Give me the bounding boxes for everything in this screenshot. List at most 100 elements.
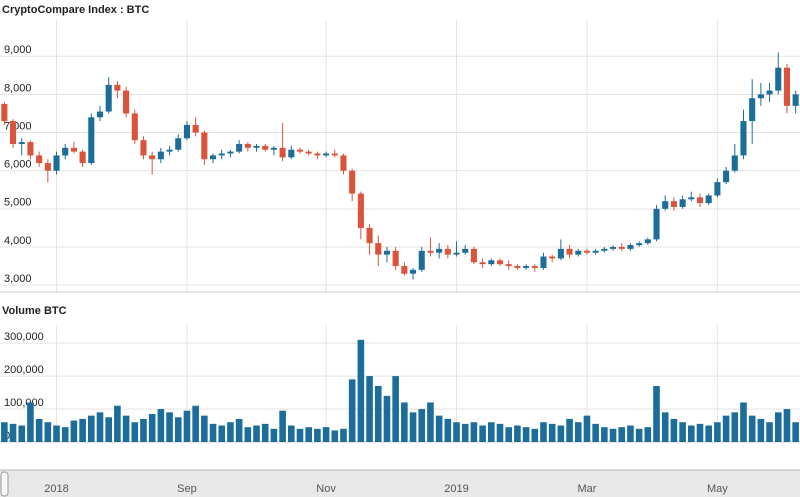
volume-bar <box>114 405 121 442</box>
candle-body <box>488 260 495 265</box>
volume-bar <box>722 415 730 442</box>
volume-bar <box>322 427 330 442</box>
candle-body <box>514 266 521 268</box>
candle-body <box>653 208 660 240</box>
volume-bar <box>96 412 104 442</box>
volume-bar <box>540 422 547 442</box>
candle-body <box>62 147 69 156</box>
candle-body <box>462 248 469 253</box>
volume-bar <box>61 427 69 442</box>
candle-body <box>349 170 356 194</box>
volume-bar <box>653 385 660 442</box>
candle-body <box>166 149 173 152</box>
volume-bar <box>705 425 712 442</box>
volume-bar <box>9 423 17 442</box>
candle-body <box>696 197 704 204</box>
volume-bar <box>444 418 452 442</box>
candle-body <box>96 111 104 118</box>
volume-bar <box>201 415 208 442</box>
candle-body <box>679 199 686 207</box>
candle-body <box>775 67 782 91</box>
volume-bar <box>392 376 399 442</box>
candle-body <box>366 227 373 244</box>
candle-body <box>131 113 138 141</box>
candle-body <box>192 124 199 133</box>
candle-body <box>201 132 208 160</box>
candle-body <box>88 117 95 164</box>
candle-body <box>383 250 390 255</box>
candle-body <box>79 151 86 164</box>
candle-body <box>583 250 590 253</box>
candle-body <box>123 90 130 114</box>
y-tick-label: 5,000 <box>4 197 32 209</box>
candle-body <box>157 151 164 160</box>
candle-body <box>70 147 77 152</box>
candle-body <box>531 266 538 268</box>
candle-body <box>18 142 25 144</box>
candle-body <box>636 243 643 246</box>
y-tick-label: 4,000 <box>4 235 32 247</box>
candle-body <box>10 121 17 144</box>
candle-body <box>105 84 112 112</box>
candle-body <box>410 269 417 274</box>
candle-body <box>731 155 738 171</box>
volume-bar <box>296 428 304 442</box>
y-tick-label: 100,000 <box>4 397 44 409</box>
x-tick-label: Mar <box>577 483 596 495</box>
volume-bar <box>1 422 8 442</box>
volume-bar <box>566 418 573 442</box>
candle-body <box>610 246 617 249</box>
candle-body <box>740 121 747 156</box>
candle-body <box>279 147 286 158</box>
candle-body <box>618 246 625 249</box>
volume-bar <box>574 422 582 442</box>
volume-bar <box>531 428 539 442</box>
volume-title: Volume BTC <box>2 305 67 317</box>
candle-body <box>557 248 564 259</box>
volume-bar <box>618 427 626 442</box>
x-tick-label: Sep <box>177 483 197 495</box>
volume-bar <box>88 415 95 442</box>
candle-body <box>244 143 251 148</box>
candle-body <box>766 90 773 95</box>
volume-bar <box>348 379 356 442</box>
volume-bar <box>340 428 347 442</box>
volume-bar <box>279 410 286 442</box>
navigator-handle[interactable] <box>0 471 9 497</box>
volume-bar <box>714 422 721 442</box>
volume-bar <box>122 415 130 442</box>
y-tick-label: 9,000 <box>4 44 32 56</box>
candle-body <box>523 266 530 268</box>
volume-bar <box>514 425 521 442</box>
volume-bar <box>44 422 52 442</box>
y-tick-label: 300,000 <box>4 331 44 343</box>
candle-body <box>305 151 312 154</box>
volume-bar <box>609 428 617 442</box>
volume-bar <box>131 422 139 442</box>
candle-body <box>288 149 295 158</box>
candle-body <box>427 250 434 253</box>
candle-body <box>262 145 269 150</box>
volume-bar <box>140 418 147 442</box>
candle-body <box>723 170 730 183</box>
volume-bar <box>766 422 773 442</box>
volume-bar <box>688 425 695 442</box>
volume-bar <box>783 409 791 442</box>
volume-bar <box>409 412 417 442</box>
candle-body <box>627 245 634 249</box>
navigator[interactable] <box>0 470 800 497</box>
candle-body <box>149 155 156 160</box>
candle-body <box>314 153 321 156</box>
x-tick-label: 2018 <box>44 483 68 495</box>
volume-bar <box>18 425 26 442</box>
candle-body <box>270 147 277 150</box>
volume-bar <box>627 425 634 442</box>
volume-bar <box>305 427 312 442</box>
candle-body <box>418 250 425 270</box>
candle-body <box>575 250 582 255</box>
candle-body <box>792 94 799 106</box>
y-tick-label: 6,000 <box>4 159 32 171</box>
volume-bar <box>679 422 686 442</box>
volume-bar <box>235 418 243 442</box>
volume-bar <box>401 402 408 442</box>
